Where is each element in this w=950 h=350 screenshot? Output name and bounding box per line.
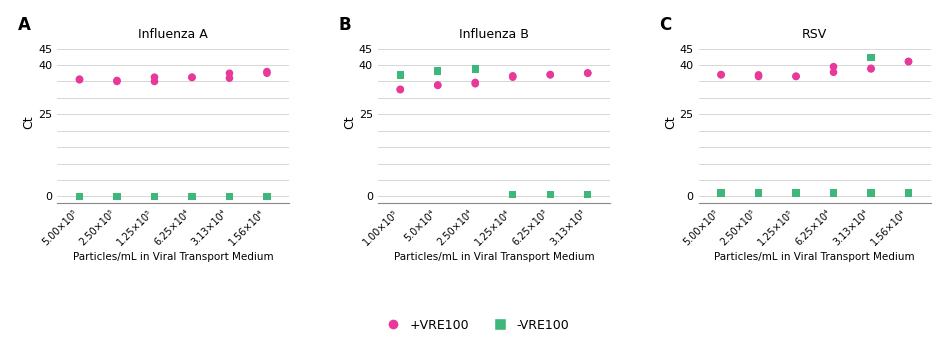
Point <box>826 190 841 196</box>
Point <box>259 194 275 199</box>
Point <box>184 194 200 199</box>
Point <box>826 69 841 75</box>
Point <box>864 66 879 72</box>
Point <box>901 59 916 64</box>
Point <box>109 79 124 84</box>
Text: A: A <box>17 16 30 34</box>
Point <box>542 192 558 198</box>
Point <box>580 192 596 197</box>
Legend: +VRE100, -VRE100: +VRE100, -VRE100 <box>375 314 575 337</box>
Point <box>109 78 124 83</box>
Point <box>430 83 446 88</box>
Point <box>713 190 729 196</box>
Point <box>864 190 879 196</box>
Point <box>864 65 879 71</box>
Point <box>901 190 916 196</box>
Point <box>788 190 804 196</box>
Point <box>184 74 200 80</box>
Point <box>467 66 483 71</box>
Point <box>901 190 916 196</box>
Point <box>392 87 408 92</box>
Point <box>467 66 483 72</box>
Point <box>430 68 446 74</box>
Point <box>392 72 408 78</box>
Point <box>750 190 766 196</box>
Point <box>109 194 124 199</box>
Point <box>788 190 804 196</box>
Point <box>184 75 200 80</box>
Point <box>864 55 879 60</box>
Point <box>430 82 446 88</box>
Point <box>713 190 729 196</box>
Point <box>713 72 729 78</box>
Point <box>542 192 558 197</box>
Point <box>222 194 238 199</box>
Point <box>750 72 766 78</box>
Point <box>259 70 275 76</box>
Point <box>542 72 558 78</box>
Point <box>750 74 766 79</box>
Title: Influenza B: Influenza B <box>459 28 529 41</box>
Point <box>147 79 162 84</box>
Text: B: B <box>338 16 351 34</box>
Point <box>505 74 521 80</box>
Point <box>147 194 162 199</box>
Point <box>259 69 275 74</box>
Point <box>392 86 408 92</box>
Point <box>505 73 521 79</box>
Point <box>580 70 596 76</box>
X-axis label: Particles/mL in Viral Transport Medium: Particles/mL in Viral Transport Medium <box>73 252 274 261</box>
Point <box>72 194 87 199</box>
Point <box>580 192 596 198</box>
Point <box>750 190 766 196</box>
Y-axis label: Ct: Ct <box>343 116 356 129</box>
Y-axis label: Ct: Ct <box>22 116 35 129</box>
Point <box>505 192 521 198</box>
Point <box>392 71 408 77</box>
Point <box>505 192 521 197</box>
Point <box>430 68 446 74</box>
Point <box>147 74 162 80</box>
X-axis label: Particles/mL in Viral Transport Medium: Particles/mL in Viral Transport Medium <box>714 252 915 261</box>
X-axis label: Particles/mL in Viral Transport Medium: Particles/mL in Viral Transport Medium <box>393 252 595 262</box>
Point <box>901 58 916 64</box>
Y-axis label: Ct: Ct <box>664 116 676 129</box>
Point <box>147 194 162 199</box>
Point <box>222 70 238 76</box>
Point <box>222 194 238 199</box>
Title: RSV: RSV <box>802 28 827 41</box>
Point <box>580 70 596 76</box>
Point <box>467 81 483 86</box>
Point <box>259 194 275 199</box>
Text: C: C <box>659 16 672 34</box>
Point <box>72 194 87 199</box>
Point <box>109 194 124 199</box>
Point <box>184 194 200 199</box>
Point <box>826 190 841 196</box>
Point <box>788 74 804 79</box>
Point <box>72 76 87 82</box>
Point <box>72 77 87 83</box>
Point <box>222 75 238 81</box>
Point <box>826 64 841 69</box>
Point <box>713 72 729 77</box>
Point <box>542 72 558 77</box>
Point <box>788 74 804 79</box>
Title: Influenza A: Influenza A <box>139 28 208 41</box>
Point <box>467 79 483 85</box>
